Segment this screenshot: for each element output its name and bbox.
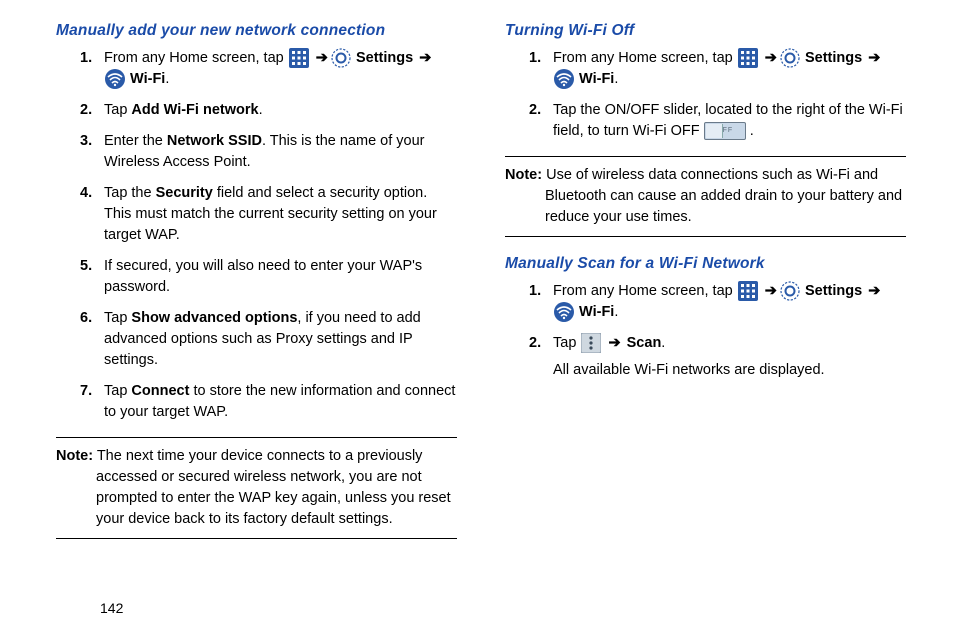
section-title-wifi-off: Turning Wi-Fi Off	[505, 22, 906, 40]
gear-icon	[780, 281, 800, 301]
steps-add-network: From any Home screen, tap ➔ Settings ➔ W…	[56, 48, 457, 423]
note-add-network: Note: The next time your device connects…	[56, 437, 457, 539]
gear-icon	[780, 48, 800, 68]
wifi-icon	[554, 69, 574, 89]
note-label: Note:	[505, 167, 542, 183]
step-4: Tap the Security field and select a secu…	[56, 183, 457, 246]
gear-icon	[331, 48, 351, 68]
arrow-icon: ➔	[608, 335, 620, 351]
wifi-icon	[105, 69, 125, 89]
step-2: Tap the ON/OFF slider, located to the ri…	[505, 100, 906, 142]
arrow-icon: ➔	[316, 50, 328, 66]
step-3: Enter the Network SSID. This is the name…	[56, 131, 457, 173]
step-6: Tap Show advanced options, if you need t…	[56, 308, 457, 371]
apps-icon	[289, 48, 309, 68]
note-label: Note:	[56, 448, 93, 464]
step-7: Tap Connect to store the new information…	[56, 381, 457, 423]
step-1: From any Home screen, tap ➔ Settings ➔ W…	[56, 48, 457, 90]
apps-icon	[738, 48, 758, 68]
section-title-add-network: Manually add your new network connection	[56, 22, 457, 40]
arrow-icon: ➔	[419, 50, 431, 66]
note-wifi-off: Note: Use of wireless data connections s…	[505, 156, 906, 237]
note-text: The next time your device connects to a …	[93, 448, 451, 527]
scan-result-text: All available Wi-Fi networks are display…	[553, 360, 906, 381]
step-2: Tap ➔ Scan. All available Wi-Fi networks…	[505, 333, 906, 381]
page-number: 142	[100, 600, 123, 616]
steps-scan: From any Home screen, tap ➔ Settings ➔ W…	[505, 281, 906, 381]
arrow-icon: ➔	[868, 283, 880, 299]
wifi-icon	[554, 302, 574, 322]
steps-wifi-off: From any Home screen, tap ➔ Settings ➔ W…	[505, 48, 906, 142]
left-column: Manually add your new network connection…	[56, 22, 457, 557]
arrow-icon: ➔	[868, 50, 880, 66]
menu-icon	[581, 333, 601, 353]
note-text: Use of wireless data connections such as…	[542, 167, 902, 225]
arrow-icon: ➔	[765, 283, 777, 299]
step-2: Tap Add Wi-Fi network.	[56, 100, 457, 121]
off-switch-icon: OFF	[704, 122, 746, 140]
step-1: From any Home screen, tap ➔ Settings ➔ W…	[505, 281, 906, 323]
right-column: Turning Wi-Fi Off From any Home screen, …	[505, 22, 906, 557]
arrow-icon: ➔	[765, 50, 777, 66]
step-1: From any Home screen, tap ➔ Settings ➔ W…	[505, 48, 906, 90]
section-title-scan: Manually Scan for a Wi-Fi Network	[505, 255, 906, 273]
step-5: If secured, you will also need to enter …	[56, 256, 457, 298]
apps-icon	[738, 281, 758, 301]
